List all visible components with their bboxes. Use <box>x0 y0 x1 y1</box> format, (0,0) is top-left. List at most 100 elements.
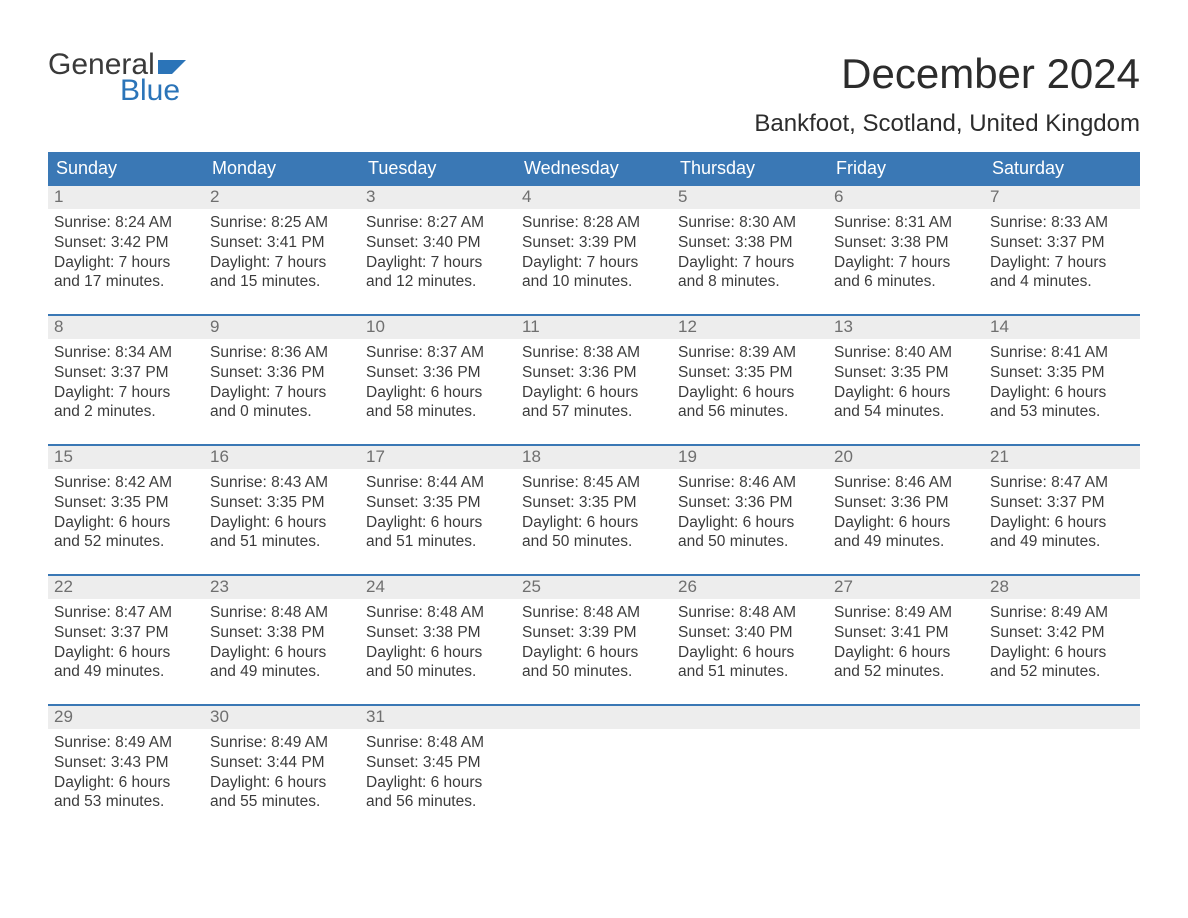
day-dl1: Daylight: 6 hours <box>990 513 1134 533</box>
day-dl1: Daylight: 6 hours <box>522 643 666 663</box>
day-ss: Sunset: 3:36 PM <box>522 363 666 383</box>
day-dl1: Daylight: 6 hours <box>678 383 822 403</box>
calendar-day: 16Sunrise: 8:43 AMSunset: 3:35 PMDayligh… <box>204 446 360 574</box>
day-dl1: Daylight: 7 hours <box>210 383 354 403</box>
day-header-tuesday: Tuesday <box>360 152 516 186</box>
day-number: 15 <box>48 446 204 469</box>
day-number: 4 <box>516 186 672 209</box>
day-ss: Sunset: 3:35 PM <box>678 363 822 383</box>
day-dl1: Daylight: 6 hours <box>366 773 510 793</box>
day-dl2: and 8 minutes. <box>678 272 822 292</box>
calendar-day <box>984 706 1140 834</box>
calendar-day: 17Sunrise: 8:44 AMSunset: 3:35 PMDayligh… <box>360 446 516 574</box>
day-dl1: Daylight: 7 hours <box>366 253 510 273</box>
day-dl1: Daylight: 6 hours <box>990 383 1134 403</box>
day-dl1: Daylight: 6 hours <box>210 773 354 793</box>
calendar-day <box>828 706 984 834</box>
day-number: 27 <box>828 576 984 599</box>
calendar-day: 28Sunrise: 8:49 AMSunset: 3:42 PMDayligh… <box>984 576 1140 704</box>
day-dl2: and 4 minutes. <box>990 272 1134 292</box>
day-ss: Sunset: 3:41 PM <box>210 233 354 253</box>
day-number: 8 <box>48 316 204 339</box>
day-number <box>828 706 984 729</box>
calendar-day: 12Sunrise: 8:39 AMSunset: 3:35 PMDayligh… <box>672 316 828 444</box>
day-sr: Sunrise: 8:31 AM <box>834 213 978 233</box>
day-body: Sunrise: 8:28 AMSunset: 3:39 PMDaylight:… <box>516 209 672 298</box>
day-dl2: and 58 minutes. <box>366 402 510 422</box>
day-number: 25 <box>516 576 672 599</box>
day-ss: Sunset: 3:43 PM <box>54 753 198 773</box>
day-dl2: and 50 minutes. <box>366 662 510 682</box>
day-dl2: and 51 minutes. <box>678 662 822 682</box>
day-number: 3 <box>360 186 516 209</box>
calendar-day: 9Sunrise: 8:36 AMSunset: 3:36 PMDaylight… <box>204 316 360 444</box>
day-body: Sunrise: 8:49 AMSunset: 3:41 PMDaylight:… <box>828 599 984 688</box>
calendar-week: 8Sunrise: 8:34 AMSunset: 3:37 PMDaylight… <box>48 314 1140 444</box>
day-dl2: and 2 minutes. <box>54 402 198 422</box>
day-body: Sunrise: 8:46 AMSunset: 3:36 PMDaylight:… <box>828 469 984 558</box>
day-ss: Sunset: 3:38 PM <box>834 233 978 253</box>
day-dl2: and 56 minutes. <box>678 402 822 422</box>
day-sr: Sunrise: 8:30 AM <box>678 213 822 233</box>
day-dl1: Daylight: 6 hours <box>834 643 978 663</box>
day-ss: Sunset: 3:45 PM <box>366 753 510 773</box>
day-dl1: Daylight: 6 hours <box>54 513 198 533</box>
day-body: Sunrise: 8:25 AMSunset: 3:41 PMDaylight:… <box>204 209 360 298</box>
day-body: Sunrise: 8:39 AMSunset: 3:35 PMDaylight:… <box>672 339 828 428</box>
day-dl2: and 54 minutes. <box>834 402 978 422</box>
day-dl2: and 12 minutes. <box>366 272 510 292</box>
day-sr: Sunrise: 8:33 AM <box>990 213 1134 233</box>
day-body: Sunrise: 8:48 AMSunset: 3:38 PMDaylight:… <box>360 599 516 688</box>
title-block: December 2024 Bankfoot, Scotland, United… <box>754 50 1140 138</box>
day-dl1: Daylight: 6 hours <box>366 643 510 663</box>
day-dl2: and 53 minutes. <box>990 402 1134 422</box>
day-ss: Sunset: 3:37 PM <box>990 233 1134 253</box>
calendar-day: 20Sunrise: 8:46 AMSunset: 3:36 PMDayligh… <box>828 446 984 574</box>
day-sr: Sunrise: 8:49 AM <box>54 733 198 753</box>
day-sr: Sunrise: 8:49 AM <box>990 603 1134 623</box>
day-body <box>984 729 1140 819</box>
day-body: Sunrise: 8:41 AMSunset: 3:35 PMDaylight:… <box>984 339 1140 428</box>
day-number: 5 <box>672 186 828 209</box>
day-dl2: and 10 minutes. <box>522 272 666 292</box>
calendar-day: 3Sunrise: 8:27 AMSunset: 3:40 PMDaylight… <box>360 186 516 314</box>
day-dl1: Daylight: 6 hours <box>522 383 666 403</box>
day-dl2: and 49 minutes. <box>54 662 198 682</box>
day-sr: Sunrise: 8:48 AM <box>366 733 510 753</box>
day-ss: Sunset: 3:37 PM <box>990 493 1134 513</box>
logo: General Blue <box>48 50 190 106</box>
day-body: Sunrise: 8:49 AMSunset: 3:44 PMDaylight:… <box>204 729 360 818</box>
day-body: Sunrise: 8:36 AMSunset: 3:36 PMDaylight:… <box>204 339 360 428</box>
calendar-day: 30Sunrise: 8:49 AMSunset: 3:44 PMDayligh… <box>204 706 360 834</box>
day-number: 30 <box>204 706 360 729</box>
day-header-wednesday: Wednesday <box>516 152 672 186</box>
day-ss: Sunset: 3:35 PM <box>366 493 510 513</box>
calendar-day: 15Sunrise: 8:42 AMSunset: 3:35 PMDayligh… <box>48 446 204 574</box>
calendar-day: 19Sunrise: 8:46 AMSunset: 3:36 PMDayligh… <box>672 446 828 574</box>
day-ss: Sunset: 3:38 PM <box>678 233 822 253</box>
day-dl2: and 51 minutes. <box>210 532 354 552</box>
day-body: Sunrise: 8:30 AMSunset: 3:38 PMDaylight:… <box>672 209 828 298</box>
day-dl2: and 0 minutes. <box>210 402 354 422</box>
day-dl1: Daylight: 6 hours <box>366 513 510 533</box>
day-sr: Sunrise: 8:46 AM <box>678 473 822 493</box>
day-dl1: Daylight: 7 hours <box>678 253 822 273</box>
day-ss: Sunset: 3:37 PM <box>54 363 198 383</box>
day-sr: Sunrise: 8:47 AM <box>54 603 198 623</box>
calendar-day <box>516 706 672 834</box>
calendar-day: 26Sunrise: 8:48 AMSunset: 3:40 PMDayligh… <box>672 576 828 704</box>
day-ss: Sunset: 3:37 PM <box>54 623 198 643</box>
day-dl1: Daylight: 7 hours <box>990 253 1134 273</box>
header: General Blue December 2024 Bankfoot, Sco… <box>48 50 1140 138</box>
calendar-week: 15Sunrise: 8:42 AMSunset: 3:35 PMDayligh… <box>48 444 1140 574</box>
day-ss: Sunset: 3:35 PM <box>834 363 978 383</box>
calendar-day <box>672 706 828 834</box>
day-number: 31 <box>360 706 516 729</box>
day-dl1: Daylight: 6 hours <box>990 643 1134 663</box>
calendar-day: 25Sunrise: 8:48 AMSunset: 3:39 PMDayligh… <box>516 576 672 704</box>
day-body: Sunrise: 8:40 AMSunset: 3:35 PMDaylight:… <box>828 339 984 428</box>
day-dl2: and 49 minutes. <box>834 532 978 552</box>
day-body: Sunrise: 8:47 AMSunset: 3:37 PMDaylight:… <box>984 469 1140 558</box>
day-sr: Sunrise: 8:49 AM <box>210 733 354 753</box>
day-dl2: and 55 minutes. <box>210 792 354 812</box>
